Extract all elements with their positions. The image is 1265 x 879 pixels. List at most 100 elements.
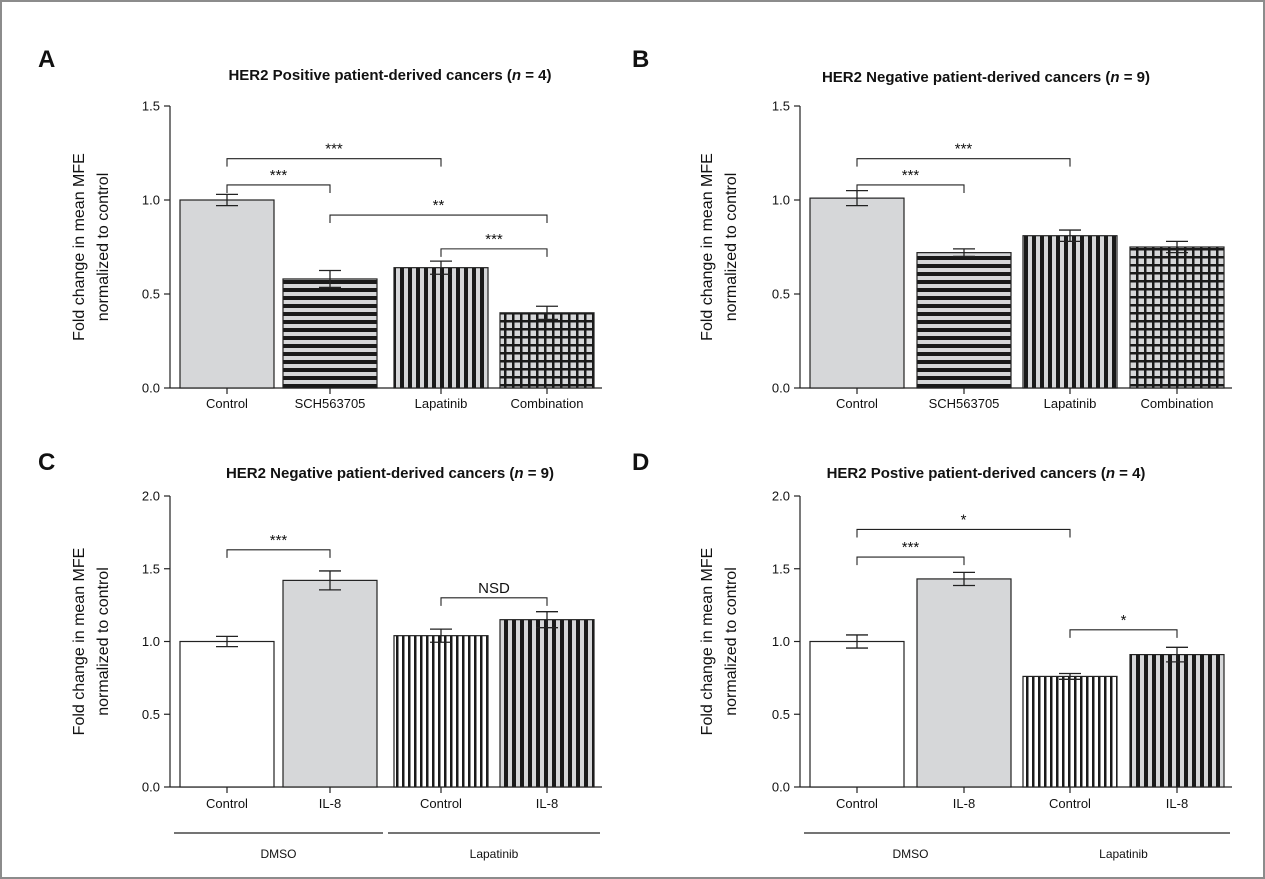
- y-tick-label: 1.0: [772, 193, 790, 208]
- significance-label: **: [433, 197, 445, 214]
- y-tick-label: 0.5: [142, 287, 160, 302]
- y-tick-label: 0.0: [142, 780, 160, 795]
- significance-bracket: *: [1069, 612, 1178, 638]
- error-bar-2: [1059, 672, 1081, 680]
- significance-label: *: [961, 511, 967, 528]
- bar-3: [1129, 653, 1225, 788]
- error-bar-1: [953, 248, 975, 258]
- bar-0: [809, 197, 905, 389]
- significance-bracket: ***: [226, 532, 331, 558]
- significance-label: ***: [325, 141, 343, 158]
- group-label: Lapatinib: [1099, 847, 1148, 861]
- y-tick-label: 0.0: [772, 381, 790, 396]
- significance-bracket: **: [329, 197, 548, 224]
- x-tick-label: IL-8: [319, 796, 341, 811]
- error-bar-1: [319, 269, 341, 289]
- x-tick-label: Control: [420, 796, 462, 811]
- y-tick-label: 2.0: [142, 489, 160, 504]
- x-tick-label: Control: [836, 796, 878, 811]
- y-tick-label: 2.0: [772, 489, 790, 504]
- bar-2: [1022, 235, 1118, 389]
- bar-3: [499, 619, 595, 788]
- y-axis-label: Fold change in mean MFE normalized to con…: [699, 548, 740, 736]
- error-bar-0: [216, 635, 238, 648]
- bar-3: [499, 312, 595, 389]
- y-tick-label: 0.0: [142, 381, 160, 396]
- error-bar-0: [216, 193, 238, 207]
- chart-panel-c: C HER2 Negative patient-derived cancers (…: [38, 449, 602, 861]
- x-tick-label: Lapatinib: [1044, 396, 1097, 411]
- significance-label: ***: [270, 532, 288, 549]
- significance-bracket: *: [856, 511, 1071, 538]
- chart-title: HER2 Positive patient-derived cancers (n…: [228, 67, 551, 84]
- bar-1: [916, 578, 1012, 788]
- bar-0: [179, 640, 275, 788]
- y-axis-label: Fold change in mean MFE normalized to con…: [699, 153, 740, 341]
- significance-label: ***: [485, 231, 503, 248]
- significance-bracket: ***: [856, 141, 1071, 167]
- x-tick-label: Control: [836, 396, 878, 411]
- chart-title: HER2 Negative patient-derived cancers (n…: [226, 465, 554, 482]
- significance-label: ***: [270, 167, 288, 184]
- significance-bracket: ***: [226, 167, 331, 193]
- y-tick-label: 1.5: [142, 561, 160, 576]
- error-bar-3: [536, 305, 558, 321]
- significance-bracket: ***: [856, 167, 965, 193]
- bar-0: [809, 640, 905, 788]
- x-tick-label: SCH563705: [929, 396, 1000, 411]
- significance-label: *: [1121, 612, 1127, 629]
- y-tick-label: 0.0: [772, 780, 790, 795]
- significance-label: NSD: [478, 580, 510, 597]
- y-tick-label: 1.0: [772, 634, 790, 649]
- panel-letter: A: [38, 46, 55, 73]
- y-tick-label: 1.0: [142, 193, 160, 208]
- chart-panel-d: D HER2 Postive patient-derived cancers (n…: [632, 449, 1232, 861]
- y-tick-label: 0.5: [142, 707, 160, 722]
- y-tick-label: 1.5: [142, 99, 160, 114]
- error-bar-2: [430, 628, 452, 643]
- x-tick-label: IL-8: [1166, 796, 1188, 811]
- x-tick-label: Control: [206, 796, 248, 811]
- y-tick-label: 1.5: [772, 561, 790, 576]
- x-tick-label: IL-8: [536, 796, 558, 811]
- panel-letter: C: [38, 449, 55, 476]
- error-bar-3: [1166, 240, 1188, 254]
- panel-letter: D: [632, 449, 649, 476]
- chart-title: HER2 Postive patient-derived cancers (n …: [827, 465, 1146, 482]
- bar-3: [1129, 246, 1225, 389]
- x-tick-label: Control: [206, 396, 248, 411]
- bar-2: [393, 635, 489, 788]
- x-tick-label: Combination: [511, 396, 584, 411]
- significance-bracket: ***: [856, 539, 965, 566]
- significance-label: ***: [955, 141, 973, 158]
- x-tick-label: IL-8: [953, 796, 975, 811]
- chart-title: HER2 Negative patient-derived cancers (n…: [822, 69, 1150, 86]
- error-bar-3: [536, 611, 558, 629]
- significance-label: ***: [902, 167, 920, 184]
- y-axis-label: Fold change in mean MFE normalized to con…: [71, 548, 112, 736]
- panel-letter: B: [632, 46, 649, 73]
- error-bar-2: [1059, 229, 1081, 243]
- bar-2: [1022, 675, 1118, 788]
- bar-1: [282, 579, 378, 788]
- significance-bracket: NSD: [440, 580, 548, 606]
- x-tick-label: Lapatinib: [415, 396, 468, 411]
- chart-panel-a: A HER2 Positive patient-derived cancers (…: [38, 46, 602, 411]
- y-tick-label: 1.0: [142, 634, 160, 649]
- bar-2: [393, 267, 489, 389]
- bar-1: [916, 252, 1012, 389]
- significance-label: ***: [902, 539, 920, 556]
- group-label: DMSO: [893, 847, 929, 861]
- x-tick-label: Combination: [1141, 396, 1214, 411]
- error-bar-1: [319, 570, 341, 591]
- significance-bracket: ***: [440, 231, 548, 257]
- group-label: DMSO: [261, 847, 297, 861]
- x-tick-label: SCH563705: [295, 396, 366, 411]
- y-tick-label: 0.5: [772, 287, 790, 302]
- y-tick-label: 0.5: [772, 707, 790, 722]
- y-tick-label: 1.5: [772, 99, 790, 114]
- error-bar-3: [1166, 646, 1188, 663]
- error-bar-0: [846, 634, 868, 649]
